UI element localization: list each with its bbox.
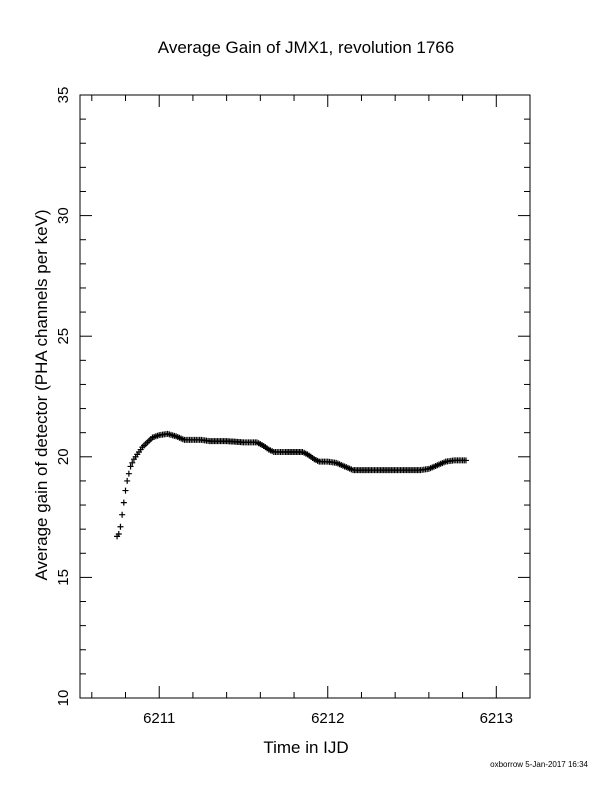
- y-tick-label: 35: [55, 87, 72, 104]
- data-point: [120, 499, 127, 506]
- data-point: [122, 487, 129, 494]
- x-tick-label: 6212: [311, 710, 344, 727]
- data-point: [127, 463, 134, 470]
- x-axis-label: Time in IJD: [263, 738, 349, 757]
- y-tick-label: 30: [55, 207, 72, 224]
- data-point: [115, 530, 122, 537]
- y-axis-label: Average gain of detector (PHA channels p…: [32, 209, 51, 581]
- data-point: [125, 470, 132, 477]
- y-tick-label: 10: [55, 690, 72, 707]
- y-tick-label: 20: [55, 448, 72, 465]
- data-point: [117, 523, 124, 530]
- data-point: [462, 457, 469, 464]
- data-point: [129, 459, 136, 466]
- x-tick-label: 6211: [143, 710, 175, 727]
- y-tick-label: 15: [55, 569, 72, 586]
- data-point: [119, 511, 126, 518]
- timestamp-footer: oxborrow 5-Jan-2017 16:34: [490, 760, 588, 769]
- chart-title: Average Gain of JMX1, revolution 1766: [157, 38, 455, 57]
- y-tick-label: 25: [55, 328, 72, 345]
- plot-frame: [79, 94, 531, 699]
- x-tick-label: 6213: [480, 710, 513, 727]
- data-point: [124, 477, 131, 484]
